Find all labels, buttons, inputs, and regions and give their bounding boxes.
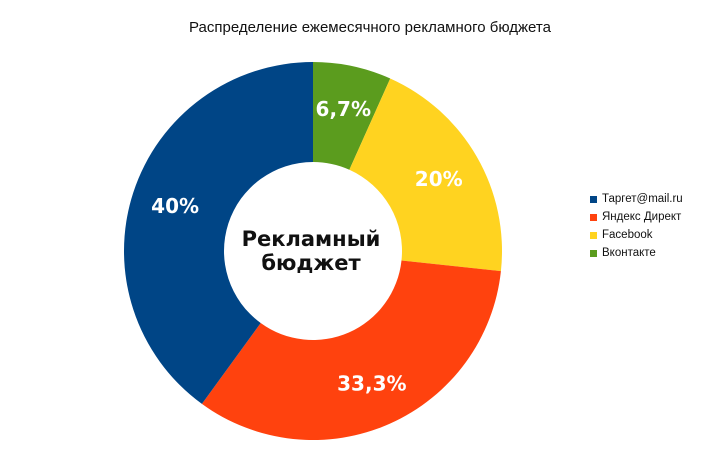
center-label-line-1: Рекламный xyxy=(242,227,381,251)
legend-swatch xyxy=(590,249,597,257)
labels-group: 6,7% 20% 33,3% 40% xyxy=(151,97,463,395)
legend-label: Яндекс Директ xyxy=(602,211,682,223)
legend-label: Таргет@mail.ru xyxy=(602,193,683,205)
chart-title: Распределение ежемесячного рекламного бю… xyxy=(189,19,551,36)
legend-item-target-mail: Таргет@mail.ru xyxy=(590,190,683,208)
legend-item-facebook: Facebook xyxy=(590,226,683,244)
legend-swatch xyxy=(590,213,597,221)
legend: Таргет@mail.ru Яндекс Директ Facebook Вк… xyxy=(590,190,683,262)
center-label-line-2: бюджет xyxy=(261,251,361,275)
legend-swatch xyxy=(590,195,597,203)
slice-2 xyxy=(201,260,501,440)
slice-label-0: 6,7% xyxy=(316,97,371,121)
legend-item-yandex-direct: Яндекс Директ xyxy=(590,208,683,226)
legend-item-vkontakte: Вконтакте xyxy=(590,244,683,262)
slice-3 xyxy=(124,61,313,404)
legend-swatch xyxy=(590,231,597,239)
slice-label-1: 20% xyxy=(415,167,463,191)
slice-0 xyxy=(313,62,391,170)
legend-label: Facebook xyxy=(602,229,653,241)
slice-1 xyxy=(349,78,502,272)
slices-group xyxy=(124,61,502,440)
slice-label-2: 33,3% xyxy=(337,372,406,396)
legend-label: Вконтакте xyxy=(602,247,656,259)
slice-label-3: 40% xyxy=(151,194,199,218)
